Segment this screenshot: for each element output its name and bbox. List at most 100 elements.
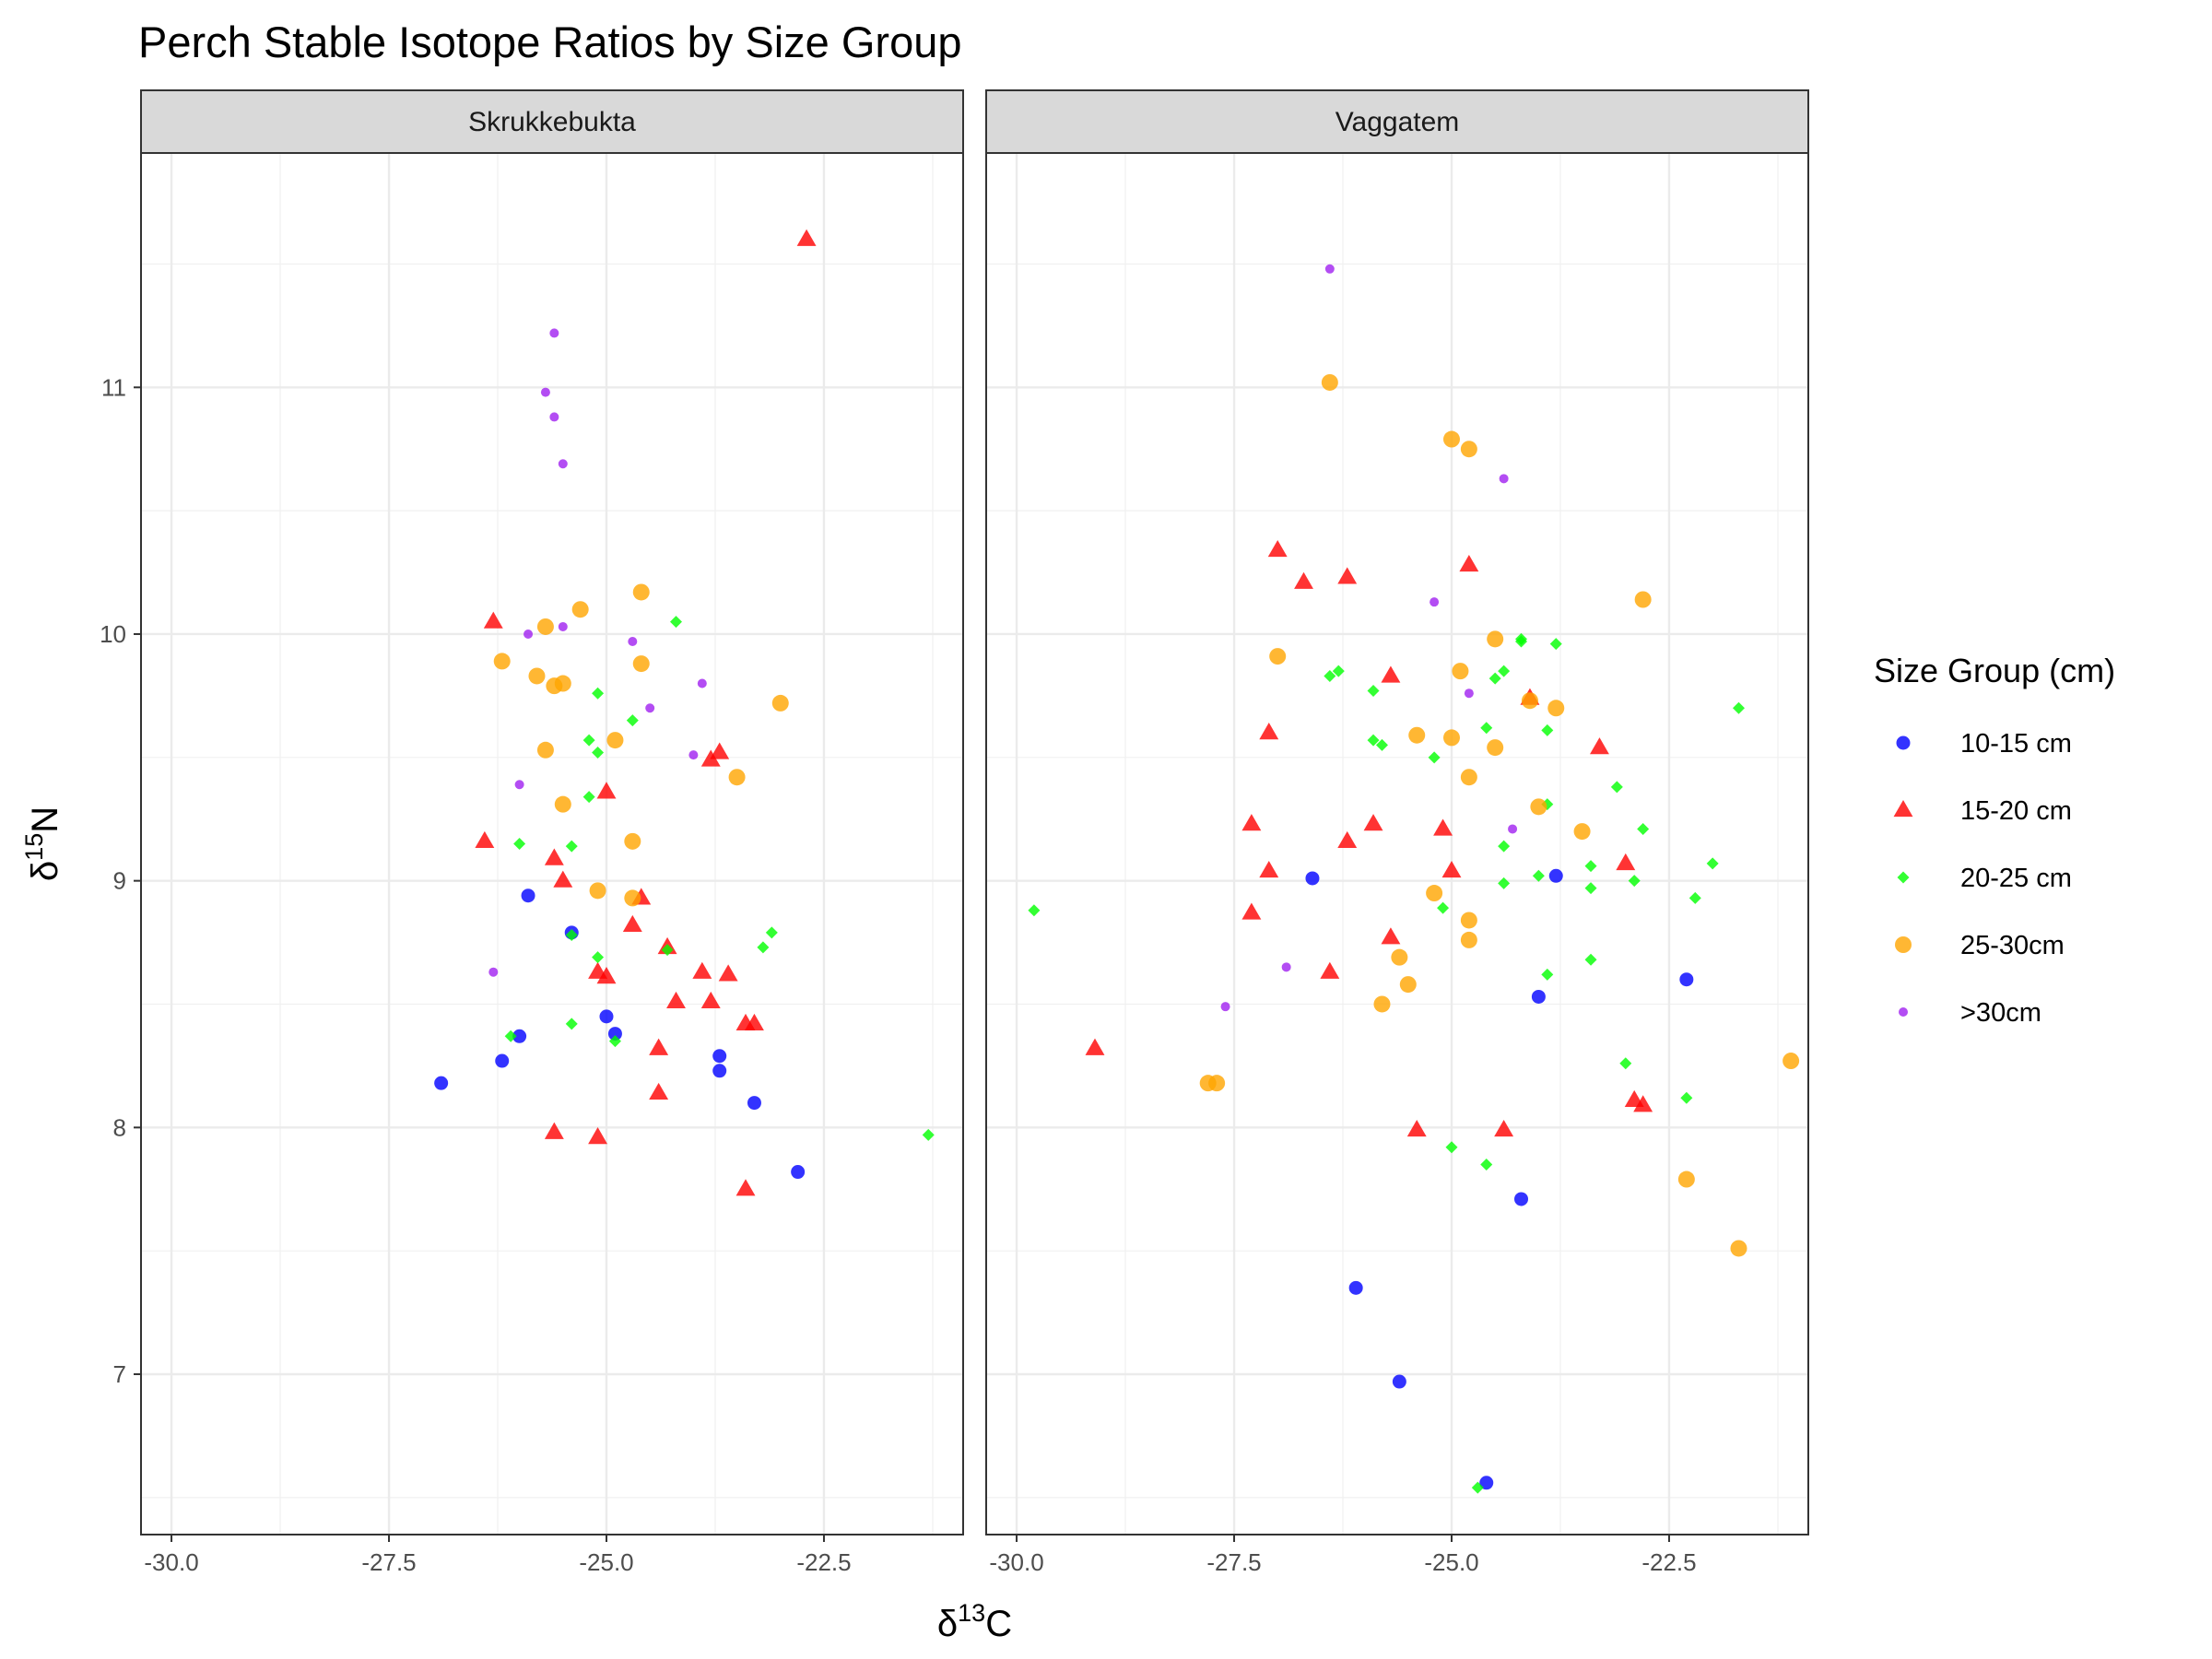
legend-item: 25-30cm: [1895, 931, 2065, 960]
x-axis-title-rest: C: [985, 1604, 1012, 1644]
data-point: [1441, 860, 1462, 878]
data-point: [1460, 769, 1477, 786]
data-point: [1367, 734, 1380, 747]
data-point: [536, 741, 554, 759]
data-point: [554, 795, 571, 813]
data-point: [514, 780, 524, 790]
data-point: [1498, 877, 1511, 889]
data-point: [1392, 1374, 1406, 1389]
data-point: [1479, 1476, 1494, 1490]
legend-key: [1897, 871, 1910, 884]
data-point: [1499, 474, 1509, 484]
data-point: [632, 655, 650, 673]
data-point: [670, 616, 683, 629]
data-point: [1426, 885, 1443, 902]
data-point: [1679, 972, 1694, 987]
legend-item: 10-15 cm: [1896, 729, 2072, 759]
data-point: [1430, 597, 1440, 607]
data-point: [1498, 665, 1511, 677]
data-point: [558, 621, 568, 631]
data-point: [536, 618, 554, 635]
data-point: [1732, 701, 1745, 714]
data-point: [540, 387, 550, 397]
data-point: [1324, 669, 1336, 682]
facet-strip: [985, 89, 1809, 154]
data-point: [1783, 1053, 1800, 1070]
data-point: [649, 1038, 669, 1055]
data-point: [608, 1035, 621, 1048]
data-point: [1610, 781, 1623, 794]
facet-strip-label: Skrukkebukta: [468, 107, 636, 137]
data-point: [1471, 1481, 1484, 1494]
x-axis-title: δ13C: [937, 1599, 1012, 1644]
data-point: [599, 1009, 614, 1024]
data-point: [700, 991, 721, 1008]
data-point: [493, 653, 511, 670]
y-tick-label: 9: [113, 867, 126, 895]
data-point: [710, 742, 730, 759]
y-tick-label: 7: [113, 1360, 126, 1388]
data-point: [747, 1096, 761, 1111]
data-point: [582, 734, 595, 747]
data-point: [1508, 824, 1518, 834]
data-point: [728, 769, 746, 786]
panel-vaggatem: Vaggatem -30.0 -27.5 -25.0 -22.5: [985, 89, 1809, 1576]
data-point: [588, 1127, 608, 1145]
data-point: [1085, 1038, 1105, 1055]
panel-skrukkebukta: Skrukkebukta -30.0 -27.5 -25.0 -22.5 7 8 9 10 11: [100, 89, 964, 1576]
data-point: [1320, 961, 1340, 979]
data-point: [1305, 871, 1320, 886]
data-point: [1391, 948, 1408, 966]
data-point: [512, 1029, 527, 1043]
data-point: [1487, 630, 1504, 648]
data-point: [1259, 723, 1279, 740]
data-point: [624, 889, 641, 907]
data-point: [697, 678, 707, 688]
legend-label: >30cm: [1960, 998, 2041, 1028]
panel-background: [141, 153, 963, 1535]
data-point: [1294, 571, 1313, 589]
data-point: [661, 944, 674, 957]
data-point: [565, 1018, 578, 1030]
data-point: [606, 732, 624, 749]
data-point: [571, 601, 589, 618]
data-point: [582, 791, 595, 804]
data-point: [1028, 904, 1041, 917]
data-point: [1549, 638, 1562, 651]
data-point: [666, 991, 686, 1008]
x-axis-title-sup: 13: [958, 1599, 985, 1627]
data-point: [1269, 648, 1287, 665]
data-point: [1267, 539, 1288, 558]
legend-label: 10-15 cm: [1960, 729, 2072, 759]
data-point: [513, 838, 526, 850]
data-point: [1332, 665, 1345, 677]
legend-label: 15-20 cm: [1960, 796, 2072, 826]
y-axis-title-sup: 15: [20, 833, 48, 861]
data-point: [1521, 692, 1538, 710]
data-point: [791, 1165, 806, 1180]
data-point: [1515, 632, 1528, 645]
data-point: [1406, 1120, 1427, 1137]
data-point: [1208, 1075, 1226, 1092]
y-axis-title-base: δ: [25, 861, 65, 881]
data-point: [1460, 931, 1477, 948]
data-point: [1399, 976, 1417, 994]
data-point: [1373, 995, 1391, 1013]
legend: Size Group (cm) 10-15 cm 15-20 cm 20-25 cm 2…: [1874, 652, 2115, 1028]
data-point: [1375, 738, 1388, 751]
data-point: [1259, 860, 1279, 878]
data-point: [1348, 1280, 1363, 1295]
x-tick-label: -27.5: [361, 1548, 416, 1576]
x-tick-label: -30.0: [989, 1548, 1043, 1576]
data-point: [1634, 591, 1652, 608]
y-axis-title: δ15N: [20, 806, 65, 881]
points-skrukkebukta: [434, 229, 935, 1196]
y-tick-label: 11: [101, 373, 126, 401]
data-point: [1459, 555, 1479, 572]
data-point: [1337, 830, 1358, 848]
data-point: [565, 929, 578, 942]
data-point: [692, 961, 712, 979]
